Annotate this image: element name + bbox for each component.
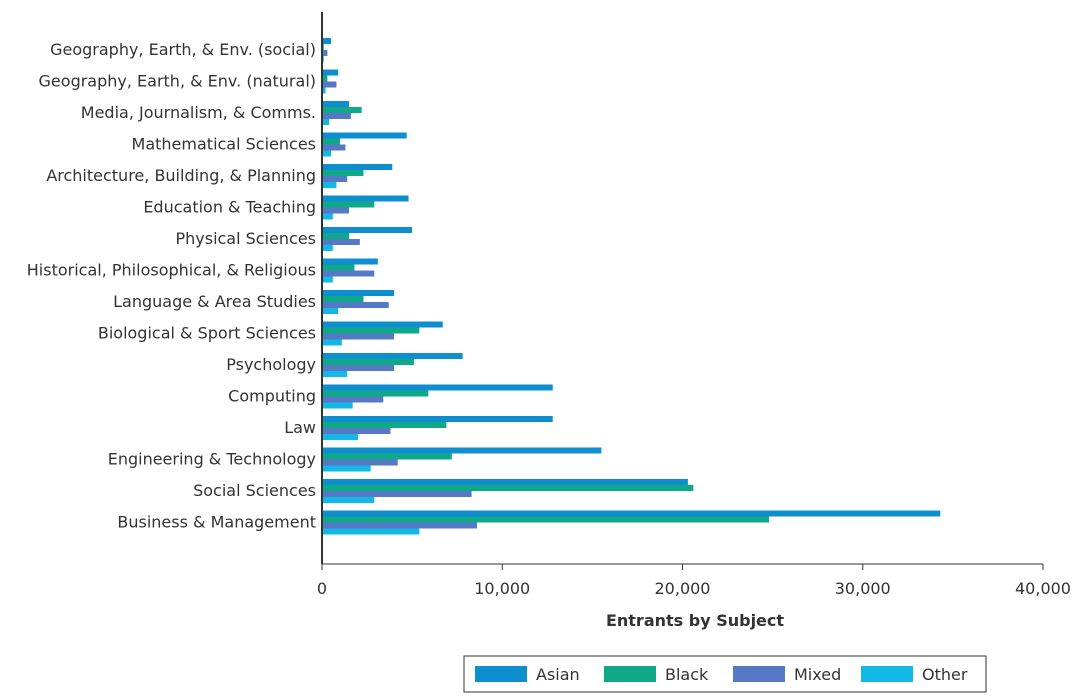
bar-black-13	[322, 453, 452, 460]
bar-mixed-11	[322, 396, 384, 403]
bar-asian-0	[322, 38, 332, 44]
category-label: Law	[284, 418, 316, 437]
bar-asian-1	[322, 69, 339, 76]
bar-mixed-6	[322, 239, 360, 245]
bar-black-9	[322, 327, 420, 334]
x-tick-label: 10,000	[474, 579, 530, 598]
x-tick-label: 40,000	[1015, 579, 1071, 598]
bar-mixed-14	[322, 491, 472, 497]
bar-mixed-15	[322, 522, 478, 529]
bar-other-12	[322, 434, 359, 440]
legend-label-asian: Asian	[536, 665, 580, 684]
legend-label-black: Black	[665, 665, 709, 684]
legend-swatch-other	[861, 666, 913, 682]
bar-other-1	[322, 87, 326, 94]
bar-asian-13	[322, 447, 602, 454]
bar-other-8	[322, 308, 339, 314]
bar-asian-11	[322, 384, 553, 391]
category-label: Business & Management	[117, 513, 316, 532]
bar-mixed-10	[322, 365, 395, 371]
bar-mixed-9	[322, 333, 395, 340]
bar-other-4	[322, 182, 337, 188]
bar-black-10	[322, 359, 414, 365]
bar-other-2	[322, 119, 330, 125]
bar-black-11	[322, 390, 429, 397]
bar-asian-8	[322, 290, 395, 296]
category-label: Geography, Earth, & Env. (natural)	[39, 72, 316, 91]
bar-mixed-1	[322, 81, 337, 88]
category-label: Engineering & Technology	[108, 450, 316, 469]
bar-black-12	[322, 422, 447, 428]
bar-black-14	[322, 485, 694, 491]
bar-other-10	[322, 371, 348, 377]
bar-black-4	[322, 170, 364, 176]
x-tick-label: 0	[317, 579, 327, 598]
bar-asian-10	[322, 353, 463, 359]
category-label: Architecture, Building, & Planning	[46, 166, 316, 185]
bar-other-14	[322, 497, 375, 503]
bar-black-6	[322, 233, 350, 239]
category-label: Language & Area Studies	[113, 292, 316, 311]
bar-mixed-12	[322, 428, 391, 434]
bar-asian-7	[322, 258, 378, 265]
bar-asian-5	[322, 195, 409, 202]
bar-other-15	[322, 528, 420, 535]
category-label: Media, Journalism, & Comms.	[81, 103, 316, 122]
bar-other-7	[322, 276, 333, 283]
bar-black-8	[322, 296, 364, 302]
bar-mixed-4	[322, 176, 348, 182]
bars-layer: Geography, Earth, & Env. (social) Geograp…	[27, 38, 941, 535]
category-label: Biological & Sport Sciences	[98, 324, 316, 343]
bar-other-9	[322, 339, 342, 346]
bar-black-1	[322, 75, 328, 82]
bar-asian-2	[322, 101, 350, 107]
legend-label-other: Other	[922, 665, 968, 684]
legend-swatch-black	[604, 666, 656, 682]
bar-black-7	[322, 264, 355, 271]
bar-mixed-13	[322, 459, 398, 466]
legend-label-mixed: Mixed	[794, 665, 841, 684]
x-tick-label: 30,000	[835, 579, 891, 598]
bar-asian-3	[322, 132, 407, 139]
category-label: Computing	[228, 387, 316, 406]
bar-asian-6	[322, 227, 413, 233]
bar-mixed-5	[322, 207, 350, 214]
category-label: Physical Sciences	[175, 229, 316, 248]
bar-mixed-8	[322, 302, 389, 308]
bar-black-5	[322, 201, 375, 208]
bar-black-15	[322, 516, 770, 523]
legend-swatch-asian	[475, 666, 527, 682]
bar-other-5	[322, 213, 333, 220]
bar-mixed-3	[322, 144, 346, 151]
legend: Asian Black Mixed Other	[463, 655, 987, 693]
legend-swatch-mixed	[733, 666, 785, 682]
category-label: Social Sciences	[193, 481, 316, 500]
bar-asian-4	[322, 164, 393, 170]
bar-other-13	[322, 465, 371, 472]
axes-layer: 0 10,000 20,000 30,000 40,000	[317, 12, 1071, 598]
category-label: Psychology	[226, 355, 316, 374]
bar-other-3	[322, 150, 332, 157]
category-label: Historical, Philosophical, & Religious	[27, 261, 316, 280]
x-tick-label: 20,000	[655, 579, 711, 598]
category-label: Mathematical Sciences	[132, 135, 316, 154]
bar-asian-12	[322, 416, 553, 422]
bar-asian-15	[322, 510, 941, 517]
bar-other-11	[322, 402, 353, 409]
bar-mixed-2	[322, 113, 351, 119]
bar-other-6	[322, 245, 333, 251]
bar-asian-9	[322, 321, 443, 328]
bar-mixed-0	[322, 50, 328, 56]
bar-black-2	[322, 107, 362, 113]
bar-mixed-7	[322, 270, 375, 277]
category-label: Education & Teaching	[143, 198, 316, 217]
bar-asian-14	[322, 479, 688, 485]
x-axis-title: Entrants by Subject	[606, 611, 784, 630]
category-label: Geography, Earth, & Env. (social)	[50, 40, 316, 59]
bar-black-3	[322, 138, 341, 145]
